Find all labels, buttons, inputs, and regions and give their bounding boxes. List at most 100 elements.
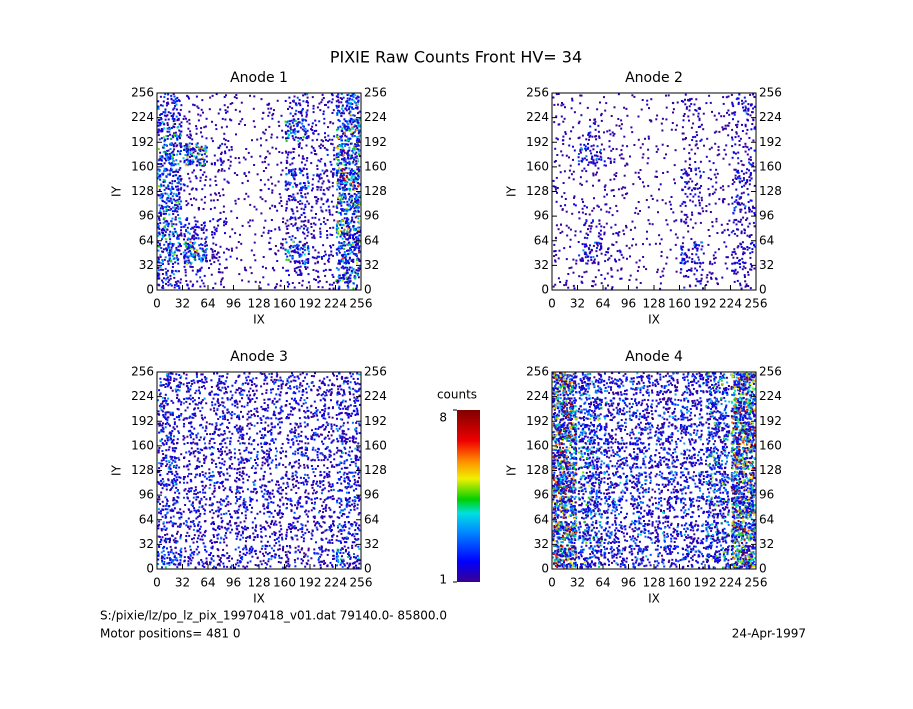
count-pixel [715, 182, 717, 184]
count-pixel [199, 153, 201, 155]
count-pixel [732, 104, 734, 106]
x-tick-label: 64 [595, 297, 610, 311]
count-pixel [749, 257, 751, 259]
count-pixel [159, 378, 161, 380]
count-pixel [266, 389, 268, 391]
count-pixel [195, 237, 197, 239]
count-pixel [347, 278, 349, 280]
count-pixel [699, 177, 701, 179]
count-pixel [260, 189, 262, 191]
count-pixel [745, 145, 747, 147]
count-pixel [192, 245, 194, 247]
count-pixel [349, 247, 351, 249]
count-pixel [328, 254, 330, 256]
count-pixel [206, 236, 208, 238]
count-pixel [598, 235, 600, 237]
count-pixel [622, 257, 624, 259]
count-pixel [180, 278, 182, 280]
count-pixel [740, 197, 742, 199]
count-pixel [296, 244, 298, 246]
count-pixel [322, 286, 324, 288]
count-pixel [358, 276, 360, 278]
count-pixel [265, 139, 267, 141]
count-pixel [349, 196, 351, 198]
count-pixel [357, 182, 359, 184]
count-pixel [715, 257, 717, 259]
count-pixel [341, 378, 343, 380]
count-pixel [326, 281, 328, 283]
count-pixel [244, 124, 246, 126]
y2-tick-label: 0 [759, 283, 767, 297]
count-pixel [701, 245, 703, 247]
count-pixel [306, 173, 308, 175]
count-pixel [590, 228, 592, 230]
count-pixel [165, 202, 167, 204]
count-pixel [347, 383, 349, 385]
count-pixel [342, 238, 344, 240]
count-pixel [163, 145, 165, 147]
count-pixel [226, 377, 228, 379]
count-pixel [632, 221, 634, 223]
count-pixel [288, 151, 290, 153]
count-pixel [732, 139, 734, 141]
count-pixel [352, 128, 354, 130]
count-pixel [358, 132, 360, 134]
count-pixel [640, 282, 642, 284]
count-pixel [302, 394, 304, 396]
count-pixel [202, 157, 204, 159]
count-pixel [702, 210, 704, 212]
count-pixel [737, 157, 739, 159]
count-pixel [304, 164, 306, 166]
count-pixel [285, 188, 287, 190]
count-pixel [332, 373, 334, 375]
count-pixel [642, 99, 644, 101]
count-pixel [176, 416, 178, 418]
count-pixel [351, 246, 353, 248]
count-pixel [224, 119, 226, 121]
count-pixel [178, 99, 180, 101]
count-pixel [600, 209, 602, 211]
count-pixel [698, 126, 700, 128]
count-pixel [562, 154, 564, 156]
count-pixel [282, 243, 284, 245]
count-pixel [324, 147, 326, 149]
count-pixel [732, 203, 734, 205]
count-pixel [204, 153, 206, 155]
count-pixel [345, 222, 347, 224]
count-pixel [290, 381, 292, 383]
count-pixel [700, 185, 702, 187]
count-pixel [289, 246, 291, 248]
count-pixel [584, 148, 586, 150]
count-pixel [336, 267, 338, 269]
count-pixel [271, 219, 273, 221]
count-pixel [612, 214, 614, 216]
count-pixel [235, 109, 237, 111]
count-pixel [695, 173, 697, 175]
count-pixel [727, 125, 729, 127]
count-pixel [585, 262, 587, 264]
count-pixel [684, 186, 686, 188]
count-pixel [615, 232, 617, 234]
count-pixel [745, 285, 747, 287]
count-pixel [304, 261, 306, 263]
count-pixel [203, 250, 205, 252]
count-pixel [564, 106, 566, 108]
count-pixel [741, 224, 743, 226]
count-pixel [616, 210, 618, 212]
count-pixel [696, 270, 698, 272]
count-pixel [656, 271, 658, 273]
count-pixel [561, 196, 563, 198]
count-pixel [694, 161, 696, 163]
count-pixel [202, 399, 204, 401]
count-pixel [247, 383, 249, 385]
count-pixel [683, 221, 685, 223]
count-pixel [295, 219, 297, 221]
count-pixel [341, 112, 343, 114]
count-pixel [198, 386, 200, 388]
count-pixel [270, 176, 272, 178]
count-pixel [355, 152, 357, 154]
count-pixel [346, 272, 348, 274]
count-pixel [204, 387, 206, 389]
count-pixel [327, 154, 329, 156]
count-pixel [330, 164, 332, 166]
